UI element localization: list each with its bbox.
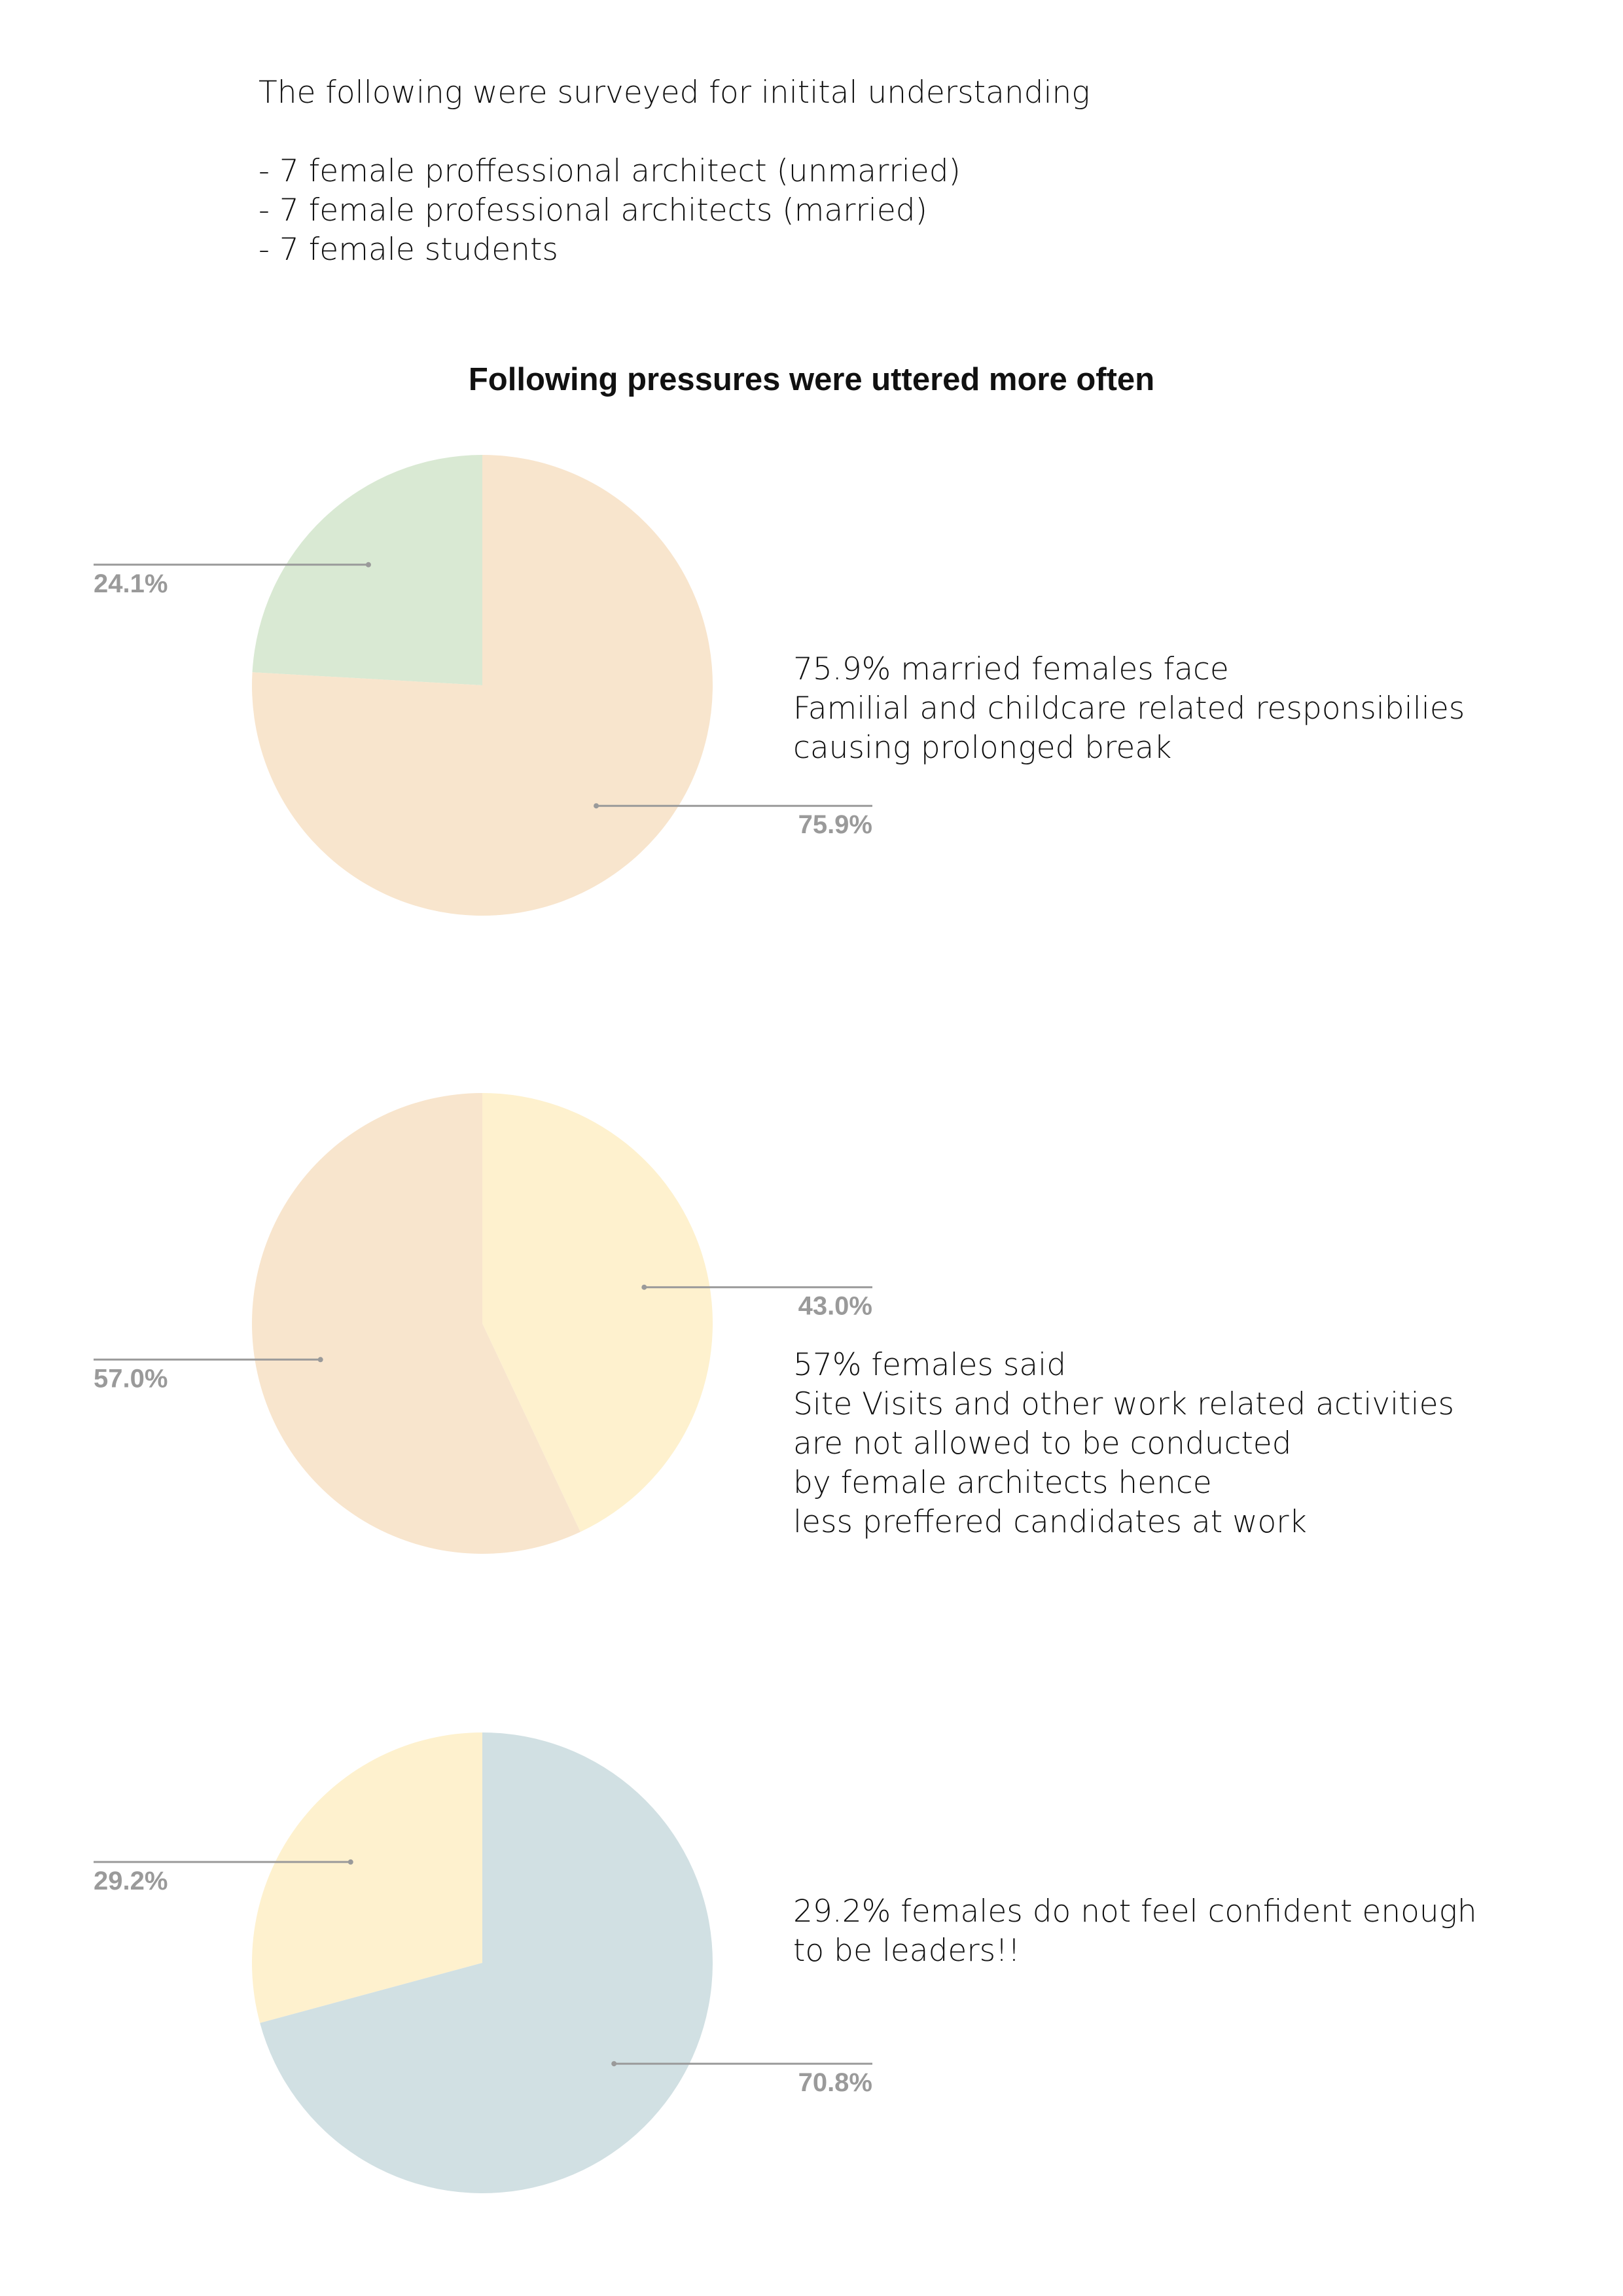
description-line: by female architects hence [793,1465,1212,1501]
data-label: 43.0% [798,1292,872,1321]
chart-2-description: 57% females said Site Visits and other w… [793,1346,1454,1542]
description-line: less preffered candidates at work [793,1504,1307,1540]
page-heading: Following pressures were uttered more of… [468,362,1155,397]
pie-slice [260,1732,713,2194]
description-line: to be leaders!! [793,1933,1020,1969]
intro-line: - 7 female proffessional architect (unma… [259,153,961,189]
pie-chart-1: 24.1% 75.9% [94,455,872,916]
leader-dot [611,2061,617,2067]
intro-line: The following were surveyed for initital… [259,75,1090,111]
pie-slice [251,455,713,916]
pie-slice [252,1732,482,2023]
pie-chart-2: 43.0% 57.0% [94,1093,872,1554]
chart-3-description: 29.2% females do not feel confident enou… [793,1892,1477,1971]
description-line: causing prolonged break [793,730,1172,766]
pie-slice [251,1093,580,1554]
intro-line: - 7 female professional architects (marr… [259,192,927,228]
data-label: 24.1% [94,569,168,598]
description-line: 57% females said [793,1347,1067,1383]
description-line: 75.9% married females face [793,651,1229,687]
leader-dot [641,1284,647,1290]
description-line: are not allowed to be conducted [793,1426,1292,1462]
pie-slice [252,455,482,685]
intro-text: The following were surveyed for initital… [259,73,1371,270]
data-label: 75.9% [798,810,872,839]
description-line: Site Visits and other work related activ… [793,1386,1455,1422]
leader-dot [348,1859,353,1865]
chart-1-description: 75.9% married females face Familial and … [793,650,1465,768]
pie-slice [482,1093,713,1532]
leader-dot [317,1357,323,1363]
description-line: Familial and childcare related responsib… [793,691,1465,726]
data-label: 70.8% [798,2068,872,2097]
intro-line: - 7 female students [259,232,558,268]
data-label: 57.0% [94,1364,168,1393]
data-label: 29.2% [94,1867,168,1895]
description-line: 29.2% females do not feel confident enou… [793,1893,1477,1929]
leader-dot [594,803,599,809]
leader-dot [365,562,371,567]
pie-chart-3: 29.2% 70.8% [94,1732,872,2194]
